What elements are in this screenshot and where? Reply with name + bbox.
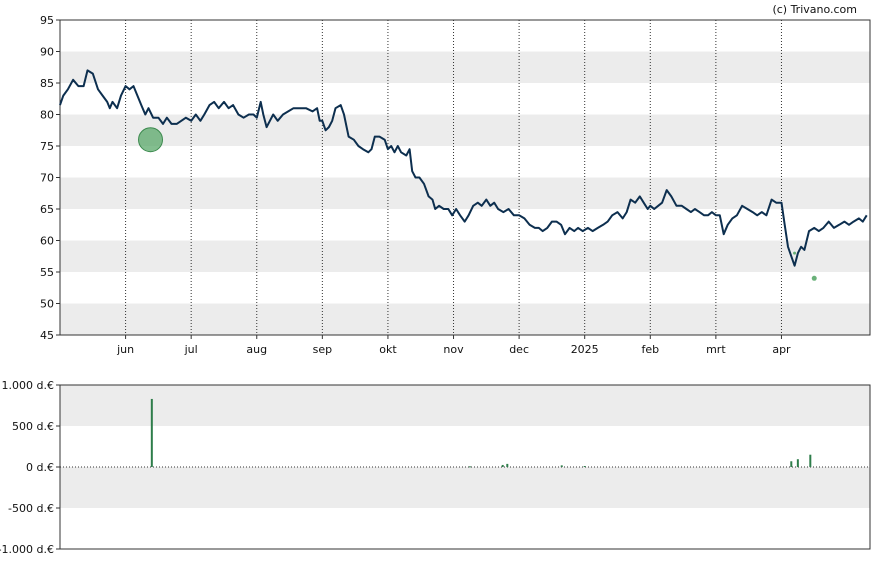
- volume-frame: [59, 384, 871, 550]
- source-credit: (c) Trivano.com: [772, 3, 857, 16]
- price-panel: jun jul aug sep okt nov dec 2025 feb mrt apr 95 90 85…: [40, 14, 871, 356]
- x-tick-label: okt: [379, 343, 397, 356]
- volume-bar: [506, 463, 509, 467]
- y-tick-label: 75: [40, 140, 54, 153]
- volume-y-tick-label: 0 d.€: [26, 461, 54, 474]
- volume-panel: 1.000 d.€ 500 d.€ 0 d.€ -500 d.€ -1.000 d.€: [0, 379, 871, 556]
- y-tick-label: 50: [40, 298, 54, 311]
- volume-bar: [809, 454, 812, 467]
- x-tick-label: mrt: [706, 343, 726, 356]
- volume-bar: [501, 464, 504, 467]
- x-tick-label: feb: [641, 343, 659, 356]
- y-tick-label: 80: [40, 109, 54, 122]
- volume-bar: [796, 459, 799, 467]
- price-series-line: [59, 69, 868, 267]
- volume-bar: [468, 466, 471, 468]
- price-band: [60, 51, 870, 83]
- y-tick-label: 60: [40, 235, 54, 248]
- price-frame: [59, 19, 871, 336]
- price-band: [60, 177, 870, 209]
- volume-y-tick-label: 1.000 d.€: [2, 379, 54, 392]
- y-tick-label: 55: [40, 266, 54, 279]
- x-tick-label: 2025: [571, 343, 599, 356]
- y-tick-label: 90: [40, 46, 54, 59]
- x-tick-label: nov: [443, 343, 464, 356]
- price-marker: [793, 251, 797, 255]
- price-marker: [138, 127, 164, 153]
- x-tick-label: jun: [116, 343, 134, 356]
- x-tick-label: jul: [184, 343, 198, 356]
- volume-band: [60, 467, 870, 508]
- y-tick-label: 95: [40, 14, 54, 27]
- price-marker: [811, 275, 817, 281]
- price-band: [60, 240, 870, 272]
- volume-y-tick-label: -500 d.€: [8, 502, 54, 515]
- x-tick-label: sep: [313, 343, 332, 356]
- y-tick-label: 70: [40, 172, 54, 185]
- price-band: [60, 303, 870, 335]
- volume-y-tick-label: -1.000 d.€: [0, 543, 54, 556]
- volume-bar: [150, 398, 153, 467]
- volume-band: [60, 385, 870, 426]
- volume-bar: [560, 465, 563, 467]
- x-tick-label: dec: [509, 343, 529, 356]
- volume-bar: [790, 461, 793, 467]
- volume-y-tick-label: 500 d.€: [12, 420, 54, 433]
- x-tick-label: apr: [772, 343, 791, 356]
- x-tick-label: aug: [246, 343, 267, 356]
- y-tick-label: 65: [40, 203, 54, 216]
- price-band: [60, 114, 870, 146]
- y-tick-label: 45: [40, 329, 54, 342]
- volume-bar: [583, 466, 586, 468]
- y-tick-label: 85: [40, 77, 54, 90]
